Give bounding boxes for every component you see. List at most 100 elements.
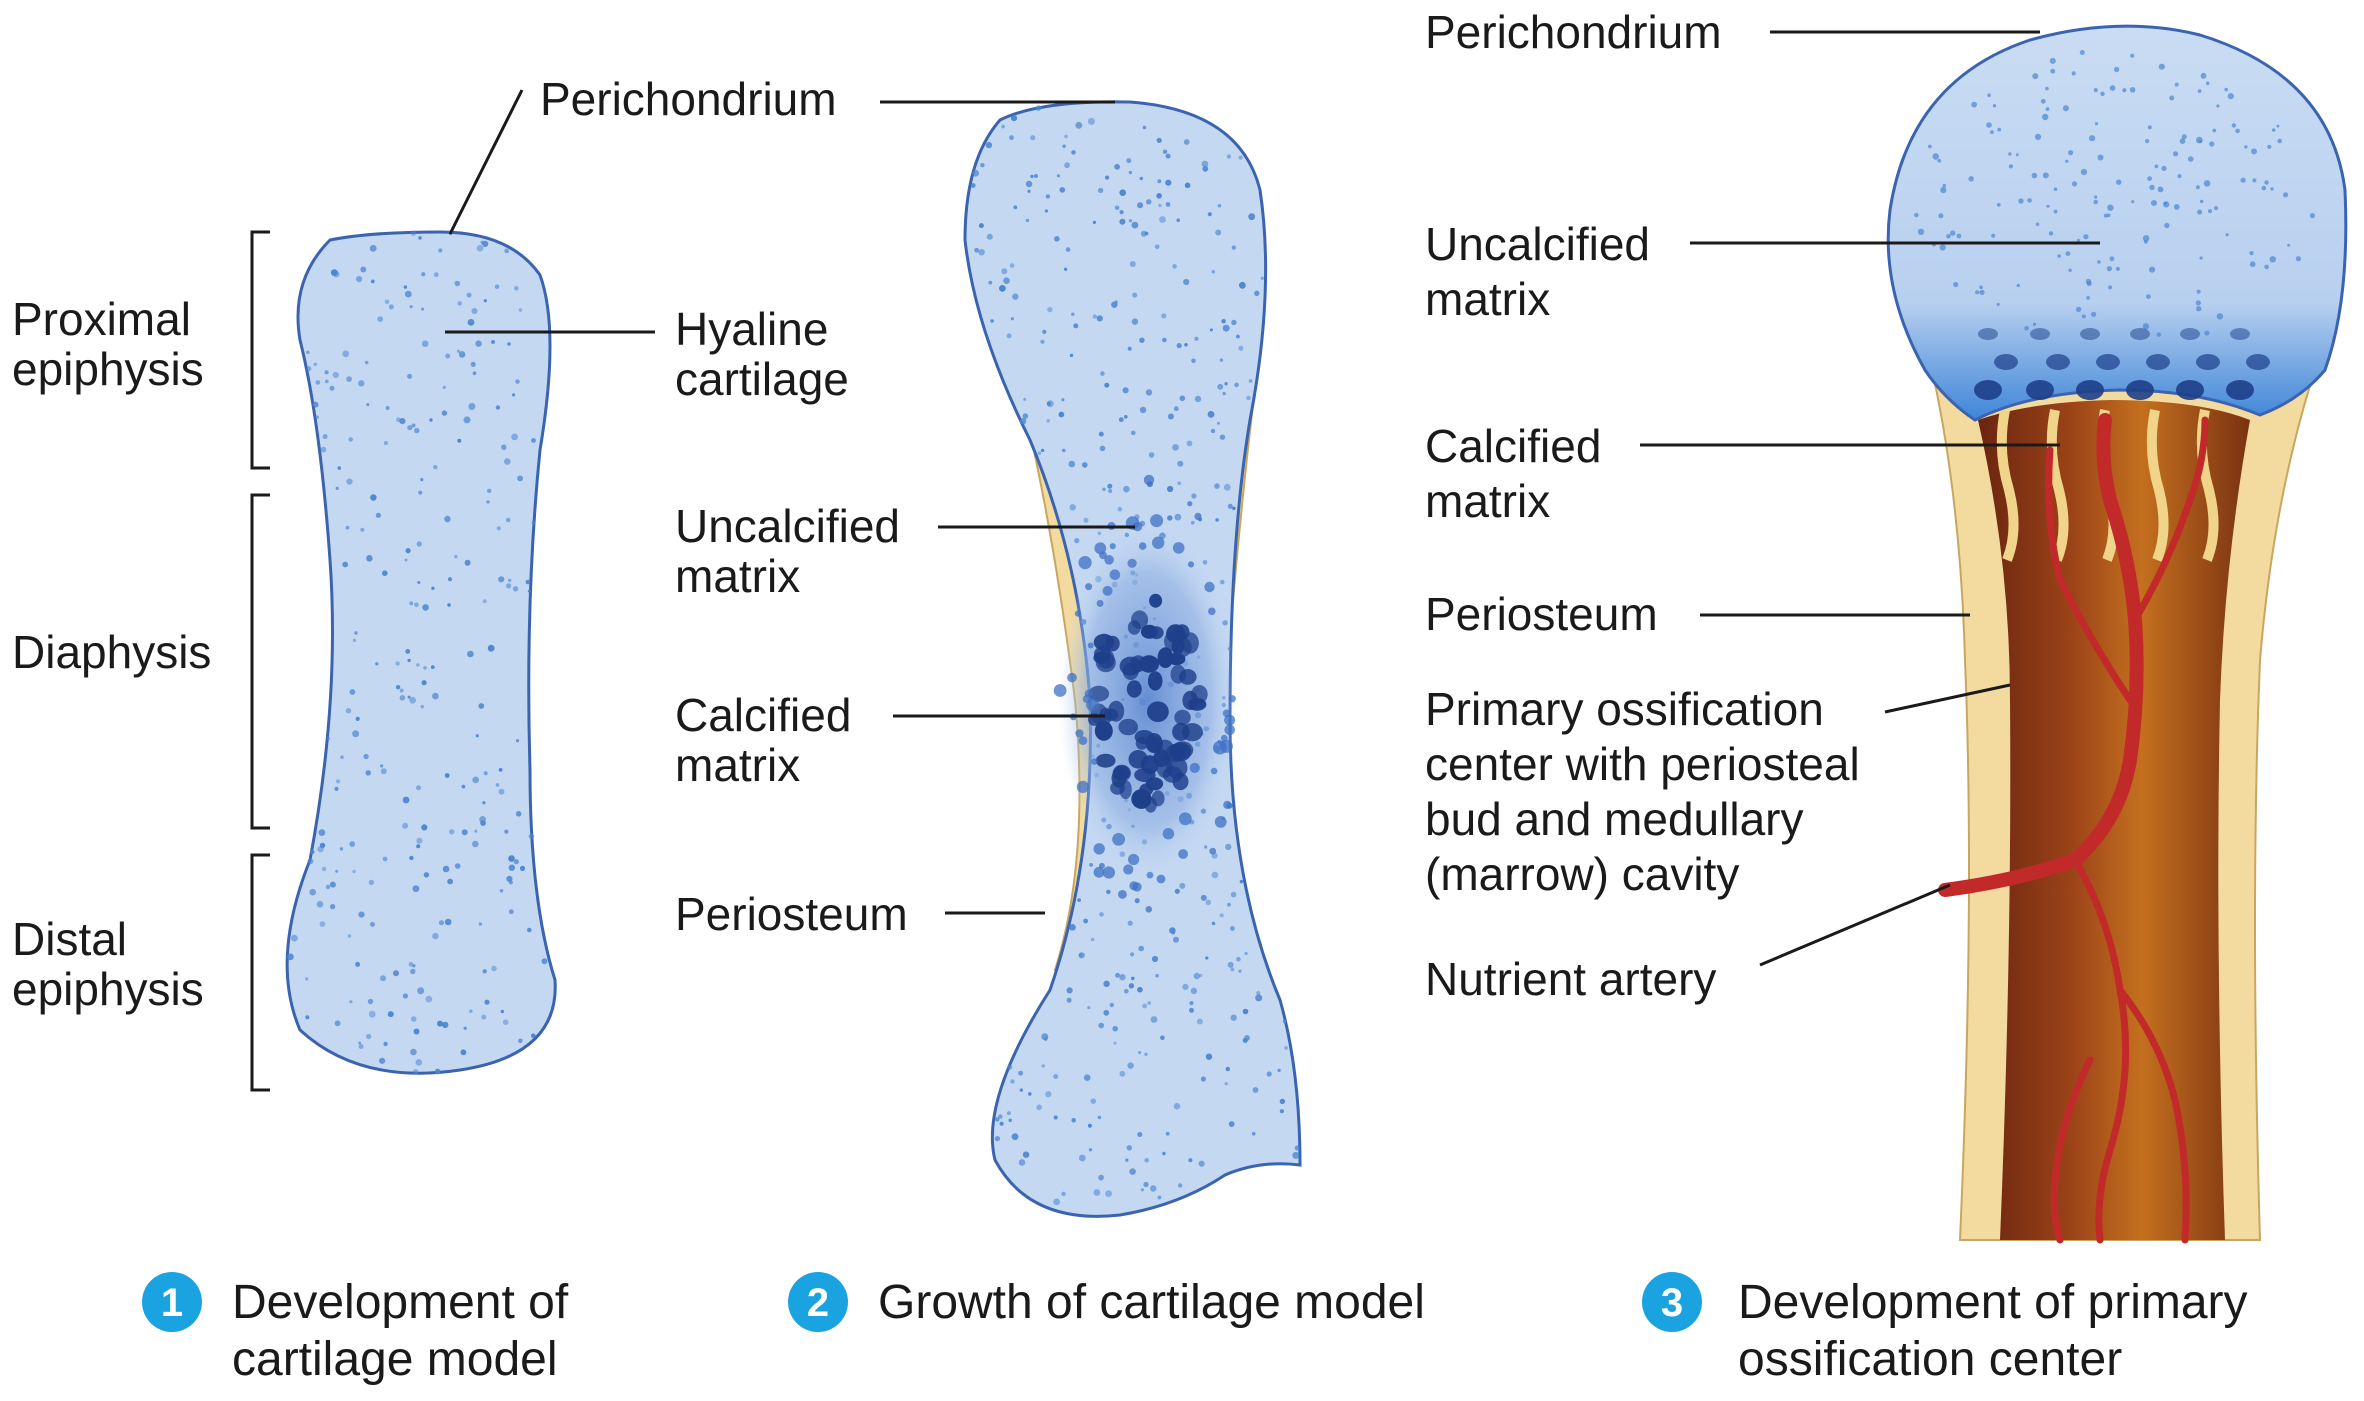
calcified-nodule: [1210, 767, 1218, 775]
calcified-nodule: [1075, 729, 1084, 738]
calcified-nodule: [1132, 521, 1143, 532]
speckle-dot: [1013, 205, 1018, 210]
calcified-nodule: [1123, 864, 1134, 875]
speckle-dot: [315, 415, 319, 419]
calcified-nodule: [1118, 890, 1127, 899]
speckle-dot: [1176, 218, 1180, 222]
speckle-dot: [1211, 270, 1216, 274]
speckle-dot: [1062, 448, 1066, 453]
speckle-dot: [1023, 397, 1027, 401]
speckle-dot: [360, 266, 367, 273]
speckle-dot: [409, 601, 414, 606]
speckle-dot: [1266, 1071, 1272, 1077]
speckle-dot: [1242, 1008, 1249, 1015]
calcified-hole: [2080, 328, 2100, 340]
speckle-dot: [1071, 312, 1075, 316]
speckle-dot: [1040, 448, 1045, 453]
speckle-dot: [1011, 1133, 1019, 1140]
speckle-dot: [1018, 1159, 1026, 1166]
brace-proximal: [250, 230, 270, 470]
speckle-dot: [1119, 189, 1126, 196]
speckle-dot: [1191, 358, 1196, 364]
caption-text-1: Development of cartilage model: [232, 1276, 582, 1386]
caption-3: 3 Development of primary ossification ce…: [1642, 1272, 2248, 1386]
trabecula: [2146, 409, 2169, 562]
speckle-dot: [407, 425, 413, 431]
speckle-dot: [2196, 136, 2203, 144]
speckle-dot: [1146, 199, 1152, 205]
speckle-dot: [2129, 87, 2136, 93]
calcified-nodule: [1093, 866, 1105, 878]
speckle-dot: [1167, 485, 1174, 493]
speckle-dot: [1148, 452, 1155, 458]
speckle-dot: [1182, 983, 1189, 991]
speckle-dot: [1165, 202, 1171, 207]
speckle-dot: [409, 305, 413, 309]
brace-diaphysis: [250, 493, 270, 830]
speckle-dot: [1987, 93, 1991, 97]
speckle-dot: [1161, 313, 1167, 319]
speckle-dot: [444, 918, 452, 926]
speckle-dot: [1109, 1002, 1115, 1008]
speckle-dot: [512, 586, 519, 592]
speckle-dot: [2034, 133, 2042, 140]
calcified-nodule: [1208, 607, 1216, 616]
speckle-dot: [441, 410, 448, 416]
speckle-dot: [2083, 234, 2089, 240]
speckle-dot: [2252, 178, 2257, 183]
speckle-dot: [1956, 233, 1962, 239]
speckle-dot: [431, 586, 435, 590]
speckle-dot: [517, 475, 523, 482]
speckle-dot: [1092, 314, 1098, 319]
speckle-dot: [2195, 185, 2200, 190]
speckle-dot: [380, 768, 387, 775]
speckle-dot: [1105, 175, 1110, 180]
speckle-dot: [416, 844, 421, 849]
speckle-dot: [458, 351, 466, 358]
speckle-dot: [421, 307, 425, 311]
speckle-dot: [417, 987, 425, 995]
speckle-dot: [1097, 531, 1102, 536]
calcified-hole: [1974, 380, 2002, 400]
speckle-dot: [1078, 953, 1082, 958]
trabecula: [1996, 409, 2019, 562]
step-number-3: 3: [1661, 1281, 1683, 1325]
speckle-dot: [1939, 244, 1946, 251]
speckle-dot: [468, 403, 476, 410]
speckle-dot: [2089, 135, 2096, 142]
speckle-dot: [1205, 956, 1209, 960]
speckle-dot: [1194, 395, 1202, 403]
speckle-dot: [2214, 206, 2218, 211]
speckle-dot: [1139, 337, 1145, 343]
speckle-dot: [1214, 483, 1220, 489]
speckle-dot: [345, 525, 350, 530]
speckle-dot: [1129, 261, 1136, 267]
speckle-dot: [324, 379, 329, 384]
calcified-nodule: [1178, 812, 1192, 826]
speckle-dot: [1064, 134, 1068, 139]
speckle-dot: [2212, 128, 2217, 133]
speckle-dot: [346, 376, 352, 382]
calcified-nodule: [1112, 833, 1125, 846]
speckle-dot: [1942, 183, 1946, 188]
speckle-dot: [1142, 125, 1147, 130]
speckle-dot: [447, 878, 453, 885]
speckle-dot: [438, 920, 445, 926]
speckle-dot: [2181, 134, 2187, 140]
speckle-dot: [978, 223, 984, 229]
speckle-dot: [434, 1068, 441, 1075]
speckle-dot: [1187, 501, 1193, 507]
speckle-dot: [1093, 1189, 1101, 1196]
speckle-dot: [422, 604, 429, 611]
speckle-dot: [1157, 1195, 1162, 1200]
calcified-nodule: [1131, 789, 1152, 809]
speckle-dot: [1183, 278, 1190, 286]
speckle-dot: [1127, 920, 1133, 926]
speckle-dot: [1097, 1115, 1102, 1120]
speckle-dot: [1238, 969, 1242, 973]
speckle-dot: [306, 366, 312, 372]
calcified-nodule: [1187, 561, 1195, 568]
panel-3-primary-ossification: Perichondrium Uncalcified matrix Calcifi…: [1425, 6, 2348, 1244]
leader-nutrient-artery: [1759, 883, 1951, 967]
speckle-dot: [1006, 333, 1012, 339]
